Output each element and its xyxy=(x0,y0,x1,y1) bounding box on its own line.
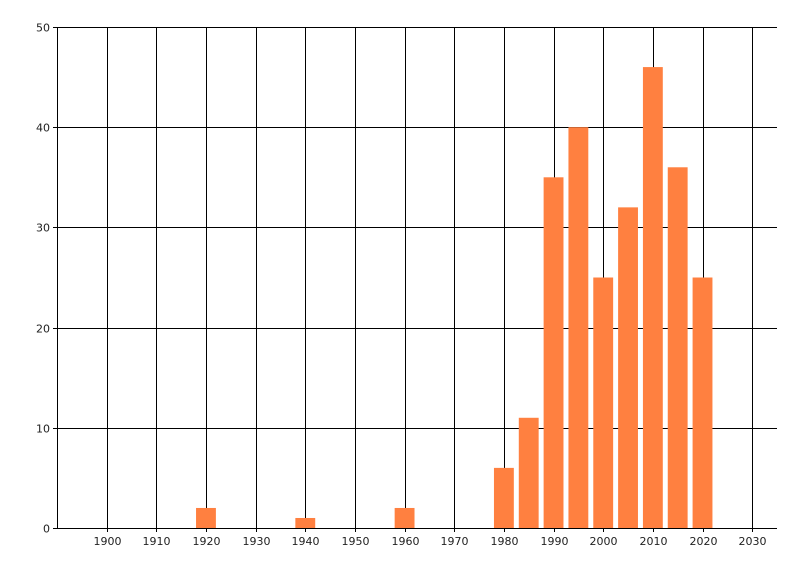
bar-1980 xyxy=(493,467,514,528)
bar-1920 xyxy=(196,507,216,528)
x-tick-label: 1980 xyxy=(491,535,519,548)
bar-1995 xyxy=(568,127,589,528)
bar-1985 xyxy=(518,417,539,528)
x-tick-label: 1960 xyxy=(392,535,420,548)
x-tick-label: 1930 xyxy=(243,535,271,548)
x-tick-label: 2020 xyxy=(690,535,718,548)
bars xyxy=(196,67,713,529)
bar-1960 xyxy=(394,507,415,528)
x-tick-label: 1970 xyxy=(441,535,469,548)
axes xyxy=(53,27,777,532)
x-tick-label: 1920 xyxy=(193,535,221,548)
x-tick-label: 2010 xyxy=(640,535,668,548)
x-tick-label: 1910 xyxy=(143,535,171,548)
y-tick-label: 10 xyxy=(36,423,50,436)
bar-2020 xyxy=(692,277,713,528)
y-tick-label: 20 xyxy=(36,323,50,336)
x-tick-label: 1950 xyxy=(342,535,370,548)
y-tick-label: 0 xyxy=(43,523,50,536)
bar-2005 xyxy=(618,207,638,529)
bar-2010 xyxy=(642,67,663,528)
bar-2000 xyxy=(593,277,614,528)
x-tick-label: 2030 xyxy=(739,535,767,548)
x-tick-label: 1990 xyxy=(541,535,569,548)
y-tick-label: 50 xyxy=(36,22,50,35)
bar-2015 xyxy=(667,167,688,528)
y-tick-label: 40 xyxy=(36,122,50,135)
bar-1990 xyxy=(543,177,564,529)
y-tick-label: 30 xyxy=(36,222,50,235)
bar-1940 xyxy=(295,517,316,528)
x-tick-label: 2000 xyxy=(590,535,618,548)
x-tick-label: 1940 xyxy=(292,535,320,548)
x-tick-label: 1900 xyxy=(94,535,122,548)
